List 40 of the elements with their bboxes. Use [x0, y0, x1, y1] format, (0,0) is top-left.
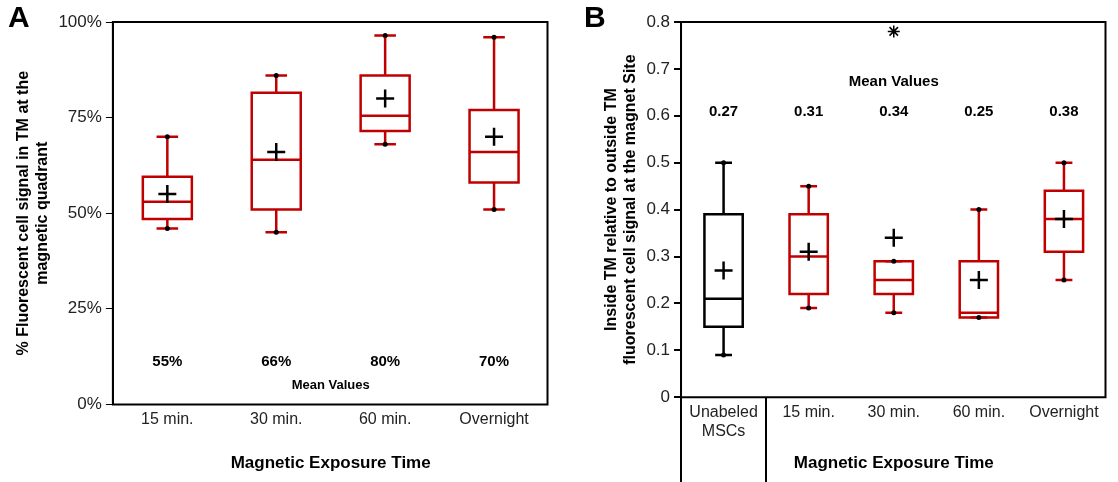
y-tick-label: 50%: [67, 202, 102, 222]
x-tick-label: 60 min.: [358, 410, 412, 428]
y-tick-label: 100%: [58, 11, 102, 31]
annotation: 80%: [370, 352, 401, 370]
y-tick-label: 0.2: [646, 293, 671, 313]
annotation: 70%: [479, 352, 510, 370]
annotation: 0.34: [879, 102, 910, 120]
y-axis-title: % Fluorescent cell signal in TM at the magnetic quadrant: [14, 70, 51, 356]
y-tick-label: 0.4: [646, 199, 671, 219]
annotation: 0.27: [708, 102, 739, 120]
x-tick-label: 30 min.: [250, 410, 303, 428]
y-tick-label: 0.3: [646, 246, 671, 266]
chart-title: A: [8, 0, 30, 34]
y-tick-label: 0%: [77, 394, 102, 414]
chart-title: B: [584, 0, 606, 34]
y-tick-label: 0.1: [646, 339, 671, 359]
annotation: 0.25: [964, 102, 994, 120]
y-tick-label: 0.5: [646, 152, 671, 172]
annotation: Mean Values: [291, 376, 370, 392]
annotation: 0.38: [1049, 102, 1079, 120]
y-tick-label: 0: [660, 386, 671, 406]
x-tick-label: 15 min.: [141, 410, 194, 428]
x-tick-label: 30 min.: [867, 403, 920, 421]
y-tick-label: 0.8: [646, 11, 671, 31]
y-tick-label: 0.7: [646, 58, 671, 78]
x-tick-label: 60 min.: [952, 403, 1006, 421]
annotation: Mean Values: [848, 72, 939, 90]
x-tick-label: Unabeled MSCs: [689, 403, 758, 440]
x-tick-label: 15 min.: [782, 403, 835, 421]
y-tick-label: 25%: [67, 298, 102, 318]
annotation: 66%: [261, 352, 292, 370]
y-axis-title: Inside TM relative to outside TM fluorescent cell signal at the magnet Site: [602, 54, 639, 365]
x-tick-label: Overnight: [1029, 403, 1100, 421]
x-tick-label: Overnight: [459, 410, 530, 428]
x-axis-title: Magnetic Exposure Time: [793, 453, 994, 473]
annotation: 55%: [152, 352, 183, 370]
y-tick-label: 75%: [67, 107, 102, 127]
annotation: 0.31: [794, 102, 824, 120]
y-tick-label: 0.6: [646, 105, 671, 125]
x-axis-title: Magnetic Exposure Time: [230, 453, 431, 473]
